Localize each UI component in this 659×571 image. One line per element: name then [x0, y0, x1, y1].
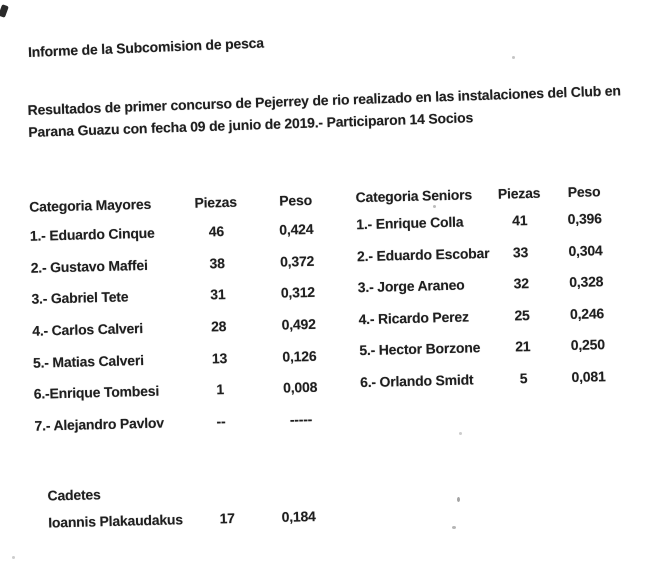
scan-corner-artifact — [0, 4, 9, 18]
peso-column-header: Peso — [567, 183, 601, 201]
piezas-column-header: Piezas — [194, 193, 238, 211]
piezas-value: 21 — [515, 338, 531, 355]
scan-speck — [433, 205, 436, 208]
competitor-name: 6.-Enrique Tombesi — [33, 383, 160, 403]
table-cadetes: Cadetes Ioannis Plakaudakus 17 0,184 — [45, 479, 341, 544]
table-seniors: Categoria Seniors Piezas Peso 1.- Enriqu… — [351, 182, 626, 405]
piezas-value: 31 — [210, 286, 226, 303]
scan-speck — [452, 526, 456, 529]
piezas-value: 1 — [216, 381, 225, 398]
piezas-value: 32 — [513, 275, 530, 292]
peso-value: 0,250 — [570, 336, 605, 354]
piezas-value: 41 — [511, 212, 528, 229]
piezas-value: 46 — [208, 223, 225, 240]
peso-value: 0,396 — [567, 210, 602, 228]
peso-value: 0,081 — [571, 368, 606, 385]
peso-value: 0,492 — [281, 315, 316, 333]
piezas-value: 25 — [514, 306, 530, 324]
competitor-name: 5.- Hector Borzone — [359, 339, 481, 359]
scan-speck — [512, 56, 515, 59]
peso-value: 0,328 — [569, 273, 604, 291]
peso-value: 0,372 — [279, 252, 315, 270]
scan-speck — [457, 497, 460, 502]
peso-value: 0,126 — [282, 347, 317, 365]
scan-speck — [459, 432, 462, 435]
table-row: 7.- Alejandro Pavlov -- ----- — [28, 409, 349, 448]
competitor-name: 1.- Enrique Colla — [356, 213, 464, 233]
piezas-value: 38 — [209, 254, 225, 272]
competitor-name: Ioannis Plakaudakus — [48, 511, 184, 531]
competitor-name: 2.- Gustavo Maffei — [30, 256, 148, 276]
competitor-name: 3.- Gabriel Tete — [31, 288, 129, 308]
category-header: Categoria Mayores — [29, 195, 152, 215]
report-title: Informe de la Subcomision de pesca — [27, 34, 265, 60]
piezas-value: 13 — [211, 349, 228, 367]
piezas-value: 28 — [210, 318, 227, 335]
piezas-value: 17 — [219, 509, 235, 527]
competitor-name: 1.- Eduardo Cinque — [29, 224, 155, 244]
peso-value: ----- — [289, 411, 313, 428]
competitor-name: 2.- Eduardo Escobar — [356, 244, 490, 264]
table-mayores: Categoria Mayores Piezas Peso 1.- Eduard… — [23, 190, 349, 449]
competitor-name: 6.- Orlando Smidt — [359, 371, 474, 391]
peso-column-header: Peso — [279, 191, 313, 209]
table-row: Ioannis Plakaudakus 17 0,184 — [46, 506, 342, 544]
piezas-value: -- — [216, 413, 226, 430]
peso-value: 0,246 — [569, 304, 605, 322]
peso-value: 0,184 — [281, 508, 316, 525]
competitor-name: 5.- Matias Calveri — [32, 351, 144, 371]
piezas-value: 33 — [512, 243, 529, 260]
category-header: Categoria Seniors — [355, 186, 473, 206]
peso-value: 0,304 — [568, 241, 603, 259]
competitor-name: 4.- Carlos Calveri — [32, 320, 144, 339]
competitor-name: 3.- Jorge Araneo — [357, 276, 465, 296]
intro-paragraph: Resultados de primer concurso de Pejerre… — [27, 79, 621, 143]
competitor-name: 7.- Alejandro Pavlov — [34, 414, 165, 434]
peso-value: 0,008 — [282, 379, 318, 397]
competitor-name: 4.- Ricardo Perez — [358, 308, 469, 327]
piezas-column-header: Piezas — [497, 184, 541, 202]
peso-value: 0,424 — [279, 220, 314, 238]
piezas-value: 5 — [519, 370, 528, 387]
scan-speck — [12, 556, 15, 559]
table-row: 6.- Orlando Smidt 5 0,081 — [356, 367, 627, 405]
peso-value: 0,312 — [280, 284, 316, 302]
